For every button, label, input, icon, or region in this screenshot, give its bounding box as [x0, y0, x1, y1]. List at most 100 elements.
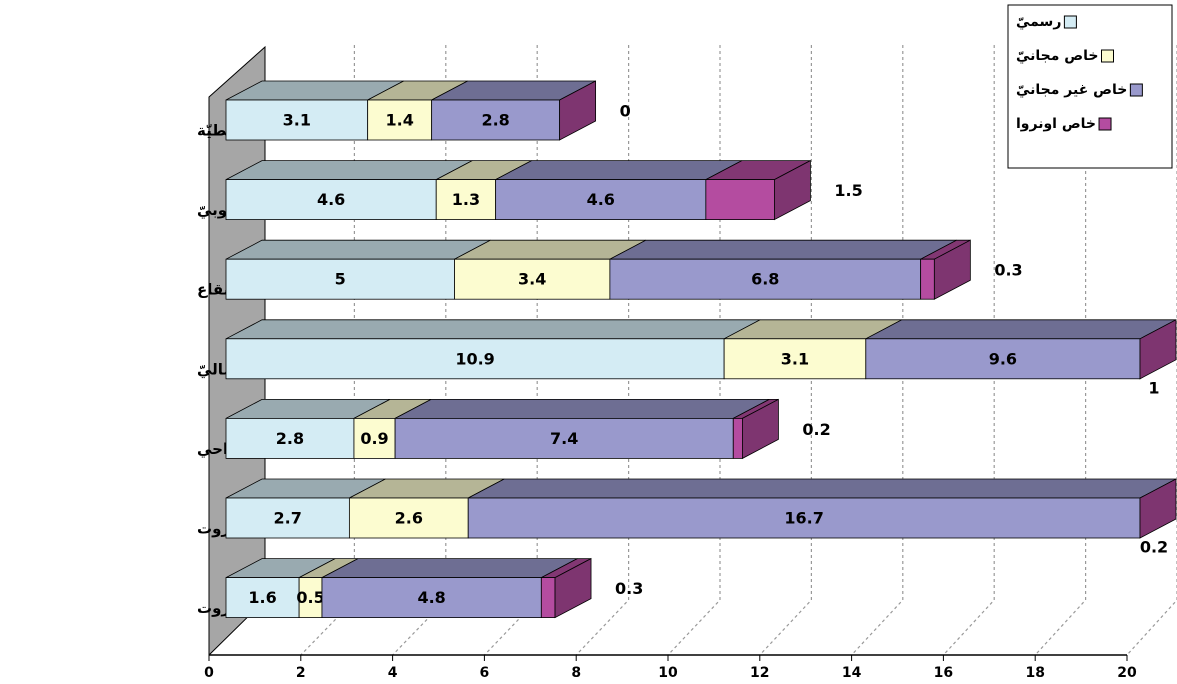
- bar-segment: [394, 398, 770, 459]
- bar-front: [225, 99, 369, 141]
- bar-front: [705, 179, 775, 221]
- value-label: 6.8: [751, 270, 779, 289]
- bar-segment: [495, 160, 743, 221]
- x-tick-label: 4: [388, 665, 398, 681]
- value-label: 4.8: [417, 588, 445, 607]
- x-tick-label: 14: [842, 665, 862, 681]
- value-label: 4.6: [317, 190, 345, 209]
- bar-segment: [920, 239, 971, 300]
- bar-front: [431, 99, 561, 141]
- bar-segment: [865, 319, 1177, 380]
- value-label: 1.6: [248, 588, 276, 607]
- value-label: 3.1: [781, 349, 809, 368]
- bar-side: [774, 159, 811, 221]
- grid-line: [1034, 45, 1087, 656]
- bar-segment: [705, 160, 811, 221]
- bar-segment: [723, 319, 902, 380]
- x-tick-label: 12: [750, 665, 769, 681]
- bar-side: [742, 398, 779, 460]
- value-label: 1.3: [452, 190, 480, 209]
- x-tick-label: 16: [934, 665, 953, 681]
- value-label: 1: [1148, 378, 1159, 397]
- legend-label: رسميّ: [1016, 14, 1061, 30]
- bar-front: [394, 417, 734, 459]
- bar-front: [723, 338, 867, 380]
- legend-swatch: [1098, 117, 1112, 131]
- bar-segment: [298, 558, 359, 618]
- bar-top: [609, 239, 957, 260]
- bar-top: [321, 558, 578, 578]
- bar-front: [225, 338, 725, 380]
- bar-top: [468, 478, 1177, 499]
- value-label: 4.6: [587, 190, 615, 209]
- bar-front: [454, 258, 611, 300]
- bar-side: [1139, 478, 1177, 539]
- x-tick-label: 0: [204, 665, 214, 681]
- bar-segment: [435, 160, 532, 221]
- bar-front: [353, 417, 396, 459]
- legend-label: خاص غير مجانيّ: [1016, 82, 1127, 98]
- value-label: 5: [335, 270, 346, 289]
- bar-segment: [353, 398, 432, 459]
- bar-segment: [454, 239, 647, 300]
- x-tick-label: 18: [1025, 665, 1044, 681]
- bar-front: [467, 497, 1141, 539]
- grid-line: [759, 45, 812, 656]
- bar-front: [609, 258, 922, 300]
- value-label: 2.8: [481, 111, 509, 130]
- bar-side: [559, 80, 597, 141]
- value-label: 3.1: [283, 111, 311, 130]
- value-label: 10.9: [455, 349, 494, 368]
- legend-swatch: [1063, 15, 1077, 29]
- grid-line: [575, 45, 630, 656]
- bar-front: [225, 258, 455, 300]
- bar-front: [865, 338, 1141, 380]
- bar-side: [554, 557, 592, 619]
- bar-segment: [225, 239, 491, 300]
- bar-front: [540, 577, 556, 618]
- x-tick-label: 8: [571, 665, 581, 681]
- bar-front: [732, 417, 743, 459]
- x-tick-label: 20: [1117, 665, 1137, 681]
- value-label: 16.7: [784, 509, 823, 528]
- bar-top: [225, 239, 491, 260]
- grid-line: [942, 45, 995, 656]
- bar-segment: [225, 398, 391, 459]
- x-tick-label: 6: [480, 665, 490, 681]
- bar-front: [225, 417, 355, 459]
- value-label: 0.9: [360, 429, 388, 448]
- grid-line: [667, 45, 721, 656]
- value-label: 1.5: [834, 181, 862, 200]
- value-label: 0: [620, 102, 631, 121]
- value-label: 0.3: [615, 579, 643, 598]
- value-label: 2.7: [274, 509, 302, 528]
- legend: رسميّ خاص مجانيّ خاص غير مجانيّ خاص اونروا: [1007, 4, 1173, 169]
- bar-segment: [225, 80, 404, 141]
- bar-segment: [225, 160, 473, 221]
- bar-top: [495, 160, 743, 181]
- value-label: 7.4: [550, 429, 578, 448]
- bar-side: [933, 239, 971, 300]
- bar-top: [225, 160, 473, 181]
- bar-side: [1139, 319, 1177, 380]
- bar-front: [367, 99, 433, 141]
- bar-segment: [225, 319, 761, 380]
- value-label: 0.2: [802, 420, 830, 439]
- value-label: 1.4: [385, 111, 413, 130]
- legend-label: خاص اونروا: [1016, 116, 1096, 132]
- legend-label: خاص مجانيّ: [1016, 48, 1099, 64]
- bar-segment: [431, 80, 596, 141]
- bar-front: [321, 577, 542, 618]
- value-label: 3.4: [518, 270, 546, 289]
- bar-top: [225, 319, 761, 340]
- bar-segment: [467, 478, 1177, 539]
- legend-swatch: [1129, 83, 1143, 97]
- value-label: 9.6: [989, 349, 1017, 368]
- bar-segment: [609, 239, 957, 300]
- bar-top: [394, 398, 770, 419]
- bar-front: [435, 179, 497, 221]
- bar-front: [348, 497, 469, 539]
- value-label: 2.6: [395, 509, 423, 528]
- value-label: 2.8: [276, 429, 304, 448]
